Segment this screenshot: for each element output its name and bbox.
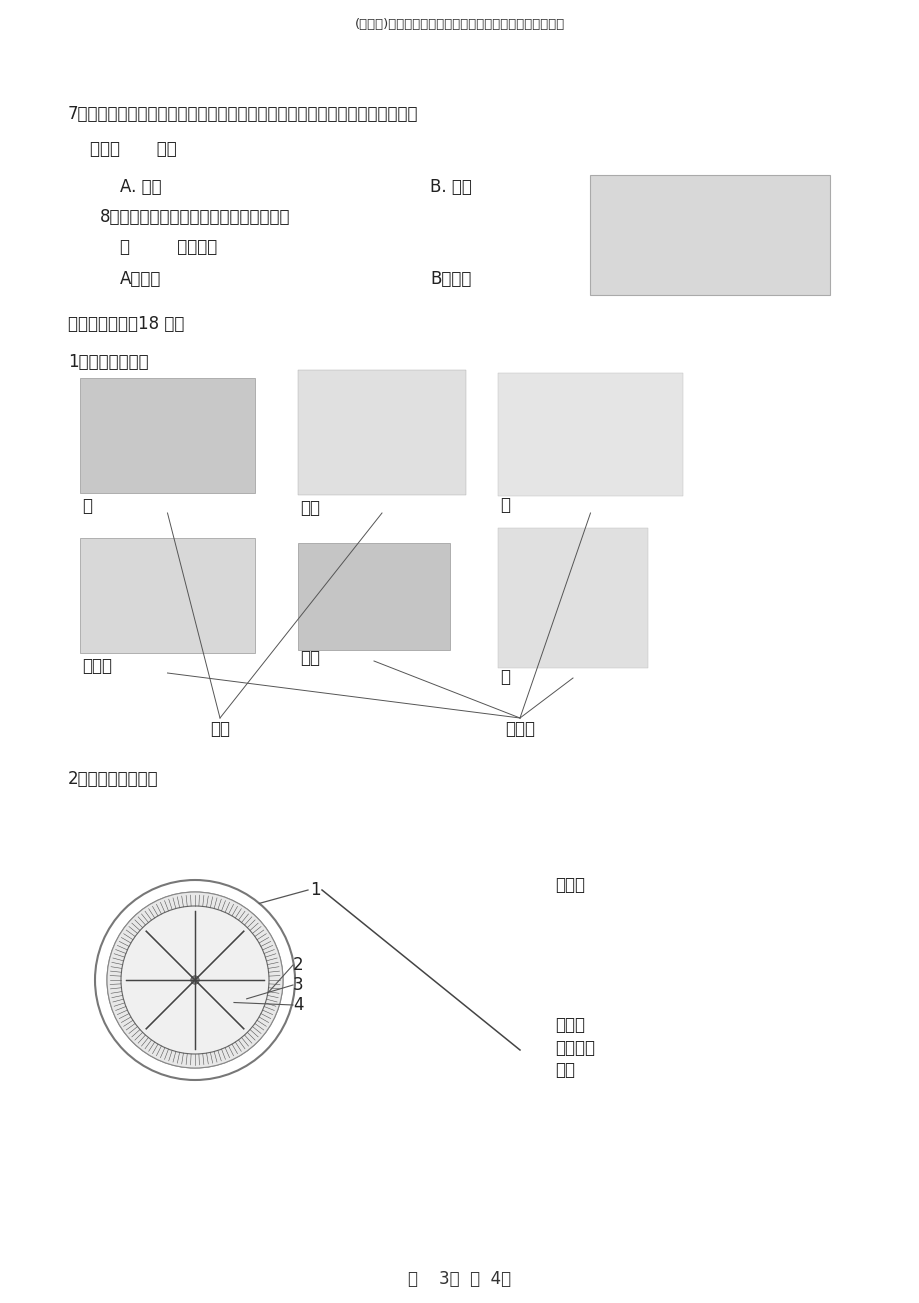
Text: 星形指针: 星形指针: [554, 1038, 595, 1057]
Text: 叫做（       ）。: 叫做（ ）。: [90, 139, 176, 158]
Text: 4: 4: [292, 995, 303, 1014]
Text: 刻度盘: 刻度盘: [554, 876, 584, 894]
Text: A、两个: A、两个: [119, 270, 161, 288]
Bar: [589, 175, 829, 294]
Text: 蝴蝶: 蝴蝶: [300, 499, 320, 517]
Bar: [298, 370, 466, 495]
Bar: [497, 528, 647, 668]
Text: 四、连线题。（18 分）: 四、连线题。（18 分）: [68, 315, 184, 334]
Text: 1、动物的分类。: 1、动物的分类。: [68, 353, 149, 371]
Text: 2: 2: [292, 956, 303, 975]
Text: 大熊猫: 大熊猫: [82, 657, 112, 675]
Text: 3: 3: [292, 976, 303, 994]
Text: 2、指南针的组成。: 2、指南针的组成。: [68, 770, 158, 788]
Text: B. 磁石: B. 磁石: [429, 179, 471, 195]
Circle shape: [107, 893, 283, 1068]
Text: 第    3页  共  4页: 第 3页 共 4页: [408, 1270, 511, 1287]
Bar: [497, 373, 682, 496]
Circle shape: [121, 906, 268, 1054]
Text: 变态: 变态: [210, 721, 230, 737]
Text: 外壳: 外壳: [554, 1061, 574, 1079]
Text: 7、很早以前，人们在搜寻铁矿时，发现了一种能吸铁的矿石，他们把这种矿石: 7、很早以前，人们在搜寻铁矿时，发现了一种能吸铁的矿石，他们把这种矿石: [68, 106, 418, 122]
Text: 8、磁铁上磁力最强的部分叫磁极，磁铁有: 8、磁铁上磁力最强的部分叫磁极，磁铁有: [100, 208, 290, 225]
Text: 蟾蜍: 蟾蜍: [300, 649, 320, 667]
Text: (完满版)教科版小学科学三年级下册期末考试一试题及答案: (完满版)教科版小学科学三年级下册期末考试一试题及答案: [355, 18, 564, 31]
Text: 猴: 猴: [499, 668, 509, 685]
Bar: [298, 543, 449, 650]
Text: B、一个: B、一个: [429, 270, 471, 288]
Bar: [80, 378, 255, 493]
Text: （         ）磁极。: （ ）磁极。: [119, 238, 217, 255]
Text: 1: 1: [310, 881, 321, 899]
Text: A. 磁铁: A. 磁铁: [119, 179, 162, 195]
Text: 指南针: 指南针: [554, 1016, 584, 1035]
Text: 蚕: 蚕: [82, 496, 92, 515]
Bar: [80, 538, 255, 653]
Text: 猫: 猫: [499, 496, 509, 513]
Circle shape: [190, 976, 199, 984]
Text: 不变态: 不变态: [505, 721, 535, 737]
